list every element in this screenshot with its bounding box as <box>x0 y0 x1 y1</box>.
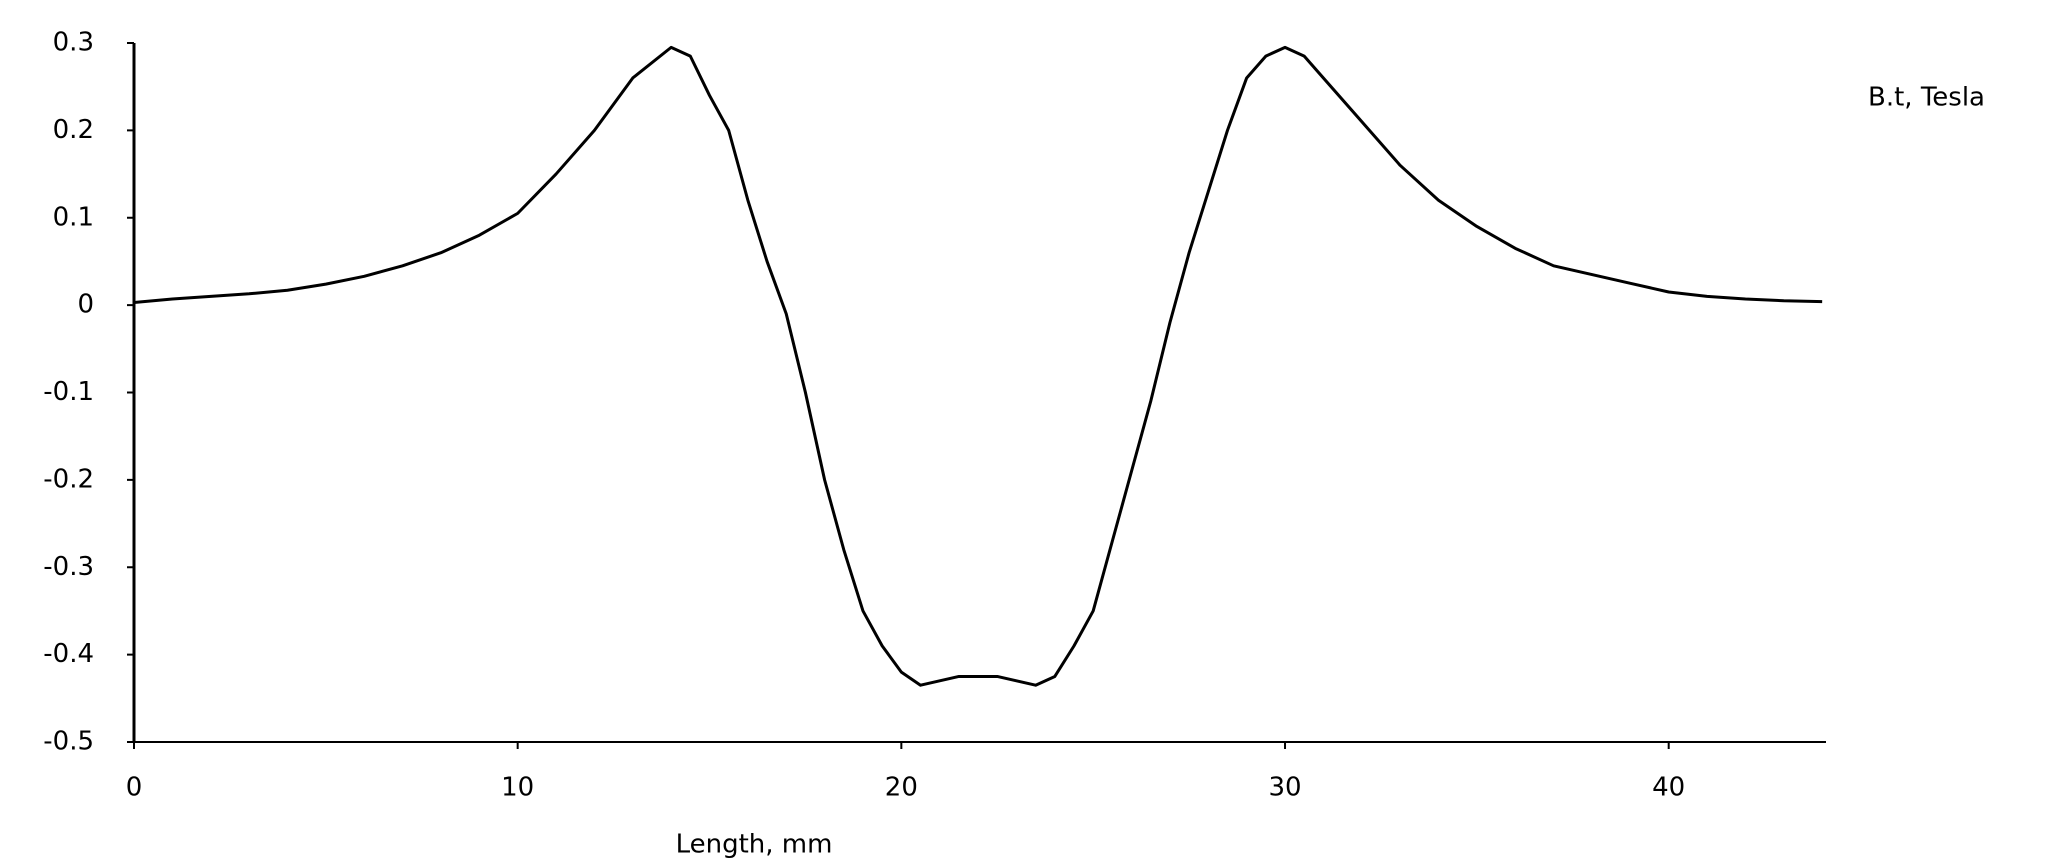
y-tick-label: 0.1 <box>53 202 94 232</box>
x-tick-label: 10 <box>501 773 534 803</box>
x-tick-label: 40 <box>1652 773 1685 803</box>
legend-label: B.t, Tesla <box>1868 83 1985 113</box>
y-tick-label: -0.3 <box>43 552 94 582</box>
y-tick-label: -0.5 <box>43 727 94 757</box>
y-tick-label: -0.4 <box>43 639 94 669</box>
x-tick-label: 0 <box>126 773 143 803</box>
y-tick-label: 0.3 <box>53 28 94 58</box>
x-tick-label: 20 <box>885 773 918 803</box>
y-tick-label: -0.2 <box>43 464 94 494</box>
y-tick-label: 0 <box>77 290 94 320</box>
data-line <box>133 45 1823 687</box>
x-axis-label: Length, mm <box>676 830 833 860</box>
y-tick-label: -0.1 <box>43 377 94 407</box>
y-tick-label: 0.2 <box>53 115 94 145</box>
x-tick-label: 30 <box>1268 773 1301 803</box>
